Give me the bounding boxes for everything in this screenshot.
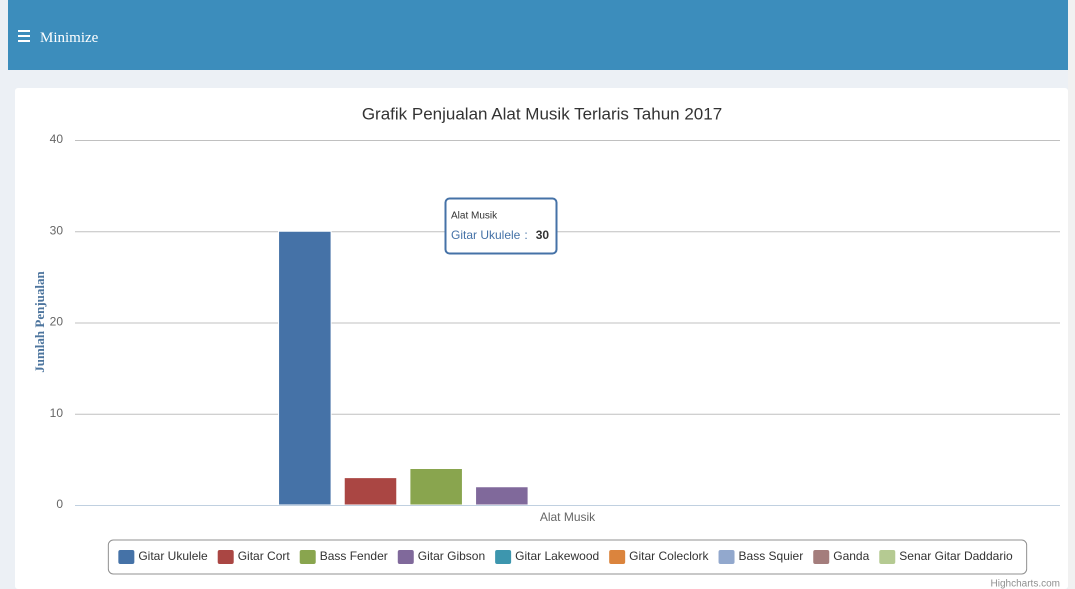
tooltip-header: Alat Musik — [451, 211, 498, 222]
legend-label: Gitar Cort — [238, 549, 291, 563]
y-tick-label: 20 — [50, 315, 64, 329]
tooltip: Alat Musik Gitar Ukulele:30 — [444, 197, 558, 255]
legend-swatch — [217, 550, 234, 564]
y-tick-label: 30 — [50, 223, 64, 237]
legend-item[interactable]: Bass Fender — [299, 549, 388, 564]
tooltip-box — [444, 197, 558, 255]
y-axis-title: Jumlah Penjualan — [32, 270, 47, 372]
legend-swatch — [879, 550, 896, 564]
legend-label: Bass Squier — [739, 549, 804, 563]
scrollbar[interactable] — [1068, 0, 1075, 589]
tooltip-value: 30 — [536, 228, 550, 242]
chart-title: Grafik Penjualan Alat Musik Terlaris Tah… — [362, 104, 722, 123]
legend-swatch — [718, 550, 735, 564]
legend-item[interactable]: Gitar Lakewood — [495, 549, 599, 564]
legend-item[interactable]: Bass Squier — [718, 549, 804, 564]
legend-label: Gitar Coleclork — [629, 549, 709, 563]
legend-item[interactable]: Gitar Cort — [217, 549, 291, 564]
bar — [278, 230, 332, 506]
legend-box — [107, 539, 1028, 575]
legend-swatch — [299, 550, 316, 564]
tooltip-line: Gitar Ukulele:30 — [451, 228, 549, 242]
tooltip-series: Gitar Ukulele — [451, 228, 521, 242]
y-tick-label: 0 — [56, 497, 63, 511]
tooltip-separator: : — [524, 228, 527, 242]
bar — [343, 477, 398, 506]
legend-label: Senar Gitar Daddario — [899, 549, 1013, 563]
credits: Highcharts.com — [991, 579, 1060, 589]
legend-label: Gitar Gibson — [418, 549, 485, 563]
legend-item[interactable]: Gitar Gibson — [397, 549, 485, 564]
legend-item[interactable]: Ganda — [813, 549, 870, 564]
x-tick-label: Alat Musik — [540, 510, 596, 524]
legend-label: Gitar Lakewood — [515, 549, 599, 563]
legend-item[interactable]: Gitar Coleclork — [609, 549, 710, 564]
bar — [475, 486, 529, 506]
top-bar: Minimize — [8, 0, 1068, 70]
menu-icon[interactable] — [18, 30, 30, 45]
legend-swatch — [495, 550, 512, 564]
legend-swatch — [118, 550, 135, 564]
y-tick-label: 40 — [50, 132, 64, 146]
legend-swatch — [609, 550, 626, 564]
legend-swatch — [813, 550, 830, 564]
legend-swatch — [397, 550, 414, 564]
legend-label: Gitar Ukulele — [138, 549, 208, 563]
y-tick-label: 10 — [50, 406, 64, 420]
legend-label: Bass Fender — [320, 549, 388, 563]
bar — [409, 468, 463, 506]
legend-item[interactable]: Senar Gitar Daddario — [879, 549, 1013, 564]
minimize-link[interactable]: Minimize — [40, 30, 99, 46]
legend: Gitar Ukulele Gitar Cort Bass Fender Gitar … — [118, 549, 1013, 564]
legend-item[interactable]: Gitar Ukulele — [118, 549, 208, 564]
legend-label: Ganda — [833, 549, 869, 563]
